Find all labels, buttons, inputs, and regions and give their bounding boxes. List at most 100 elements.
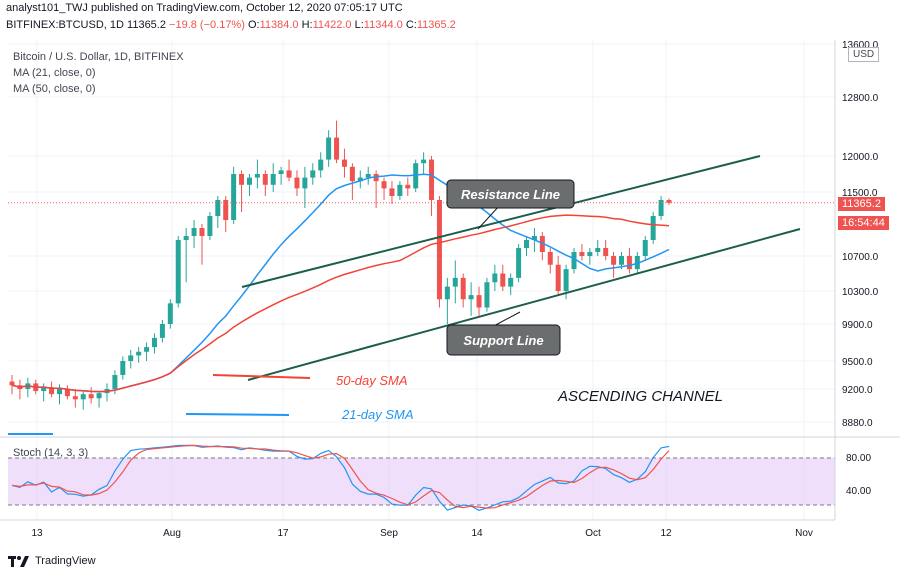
candle-body xyxy=(642,240,648,256)
price-tick-label: 13600.0 xyxy=(842,40,879,51)
high-label: H: xyxy=(301,19,313,31)
time-tick-label: Oct xyxy=(585,528,601,539)
candle-body xyxy=(286,170,292,178)
currency-badge[interactable]: USD xyxy=(848,47,880,62)
candle-body xyxy=(658,200,664,216)
candle-body xyxy=(500,273,506,287)
sma21-label: 21-day SMA xyxy=(341,407,414,422)
time-tick-label: Nov xyxy=(795,528,813,539)
resistance-callout-box xyxy=(446,179,575,209)
price-tick-label: 10700.0 xyxy=(842,252,879,263)
resistance-line xyxy=(241,155,761,288)
time-tick-label: 12 xyxy=(660,528,672,539)
candle-body xyxy=(341,159,347,167)
candle-body xyxy=(476,295,482,308)
last-price: 11365.2 xyxy=(127,19,166,31)
candle-body xyxy=(650,216,656,240)
candle-body xyxy=(531,236,537,240)
brand[interactable]: TradingView xyxy=(8,554,96,568)
stoch-legend[interactable]: Stoch (14, 3, 3) xyxy=(13,447,89,459)
candle-body xyxy=(151,337,157,348)
candle-body xyxy=(191,228,197,236)
close-value: 11365.2 xyxy=(416,19,456,31)
candle-body xyxy=(64,389,70,397)
candle-body xyxy=(239,174,245,185)
candle-body xyxy=(595,248,601,252)
candle-body xyxy=(508,277,514,287)
candle-body xyxy=(634,256,640,270)
price-tick-label: 11500.0 xyxy=(842,188,878,199)
price-tick-label: 9500.0 xyxy=(842,357,873,368)
candle-body xyxy=(555,264,561,291)
publish-line: analyst101_TWJ published on TradingView.… xyxy=(6,2,403,14)
low-value: 11344.0 xyxy=(363,19,403,31)
candle-body xyxy=(49,387,55,395)
instrument-label: Bitcoin / U.S. Dollar, 1D, BITFINEX xyxy=(13,51,184,63)
candle-body xyxy=(246,177,252,185)
candle-body xyxy=(207,216,213,236)
sma50-label: 50-day SMA xyxy=(336,373,408,388)
candle-body xyxy=(199,228,205,236)
candle-body xyxy=(349,166,355,182)
candle-body xyxy=(444,286,450,300)
ma50-line xyxy=(11,214,670,393)
resistance-callout-text: Resistance Line xyxy=(461,187,560,202)
candle-body xyxy=(666,200,672,203)
candle-body xyxy=(72,396,78,400)
candle-body xyxy=(373,174,379,182)
candle-body xyxy=(144,347,150,352)
candle-body xyxy=(579,252,585,256)
candle-body xyxy=(112,375,118,389)
price-tick-label: 12000.0 xyxy=(842,152,879,163)
candle-body xyxy=(302,177,308,189)
brand-name: TradingView xyxy=(35,555,96,567)
stoch-d-line xyxy=(11,444,670,509)
stoch-tick-label: 40.00 xyxy=(846,486,871,497)
candle-body xyxy=(175,240,181,304)
candle-body xyxy=(80,394,86,400)
candle-body xyxy=(96,393,102,399)
candle-body xyxy=(436,200,442,300)
candle-body xyxy=(215,200,221,216)
candle-body xyxy=(397,184,403,196)
time-tick-label: 14 xyxy=(471,528,483,539)
candle-body xyxy=(603,248,609,256)
symbol-line: BITFINEX:BTCUSD, 1D 11365.2 −19.8 (−0.17… xyxy=(6,19,456,31)
open-label: O: xyxy=(247,19,260,31)
candle-body xyxy=(262,174,268,185)
candle-body xyxy=(136,351,142,356)
candle-body xyxy=(365,174,371,178)
candle-body xyxy=(167,303,173,324)
ma50-legend[interactable]: MA (50, close, 0) xyxy=(13,83,96,95)
candle-body xyxy=(563,269,569,291)
candle-body xyxy=(452,277,458,287)
candle-body xyxy=(611,256,617,265)
support-callout-box xyxy=(446,324,561,356)
candle-body xyxy=(254,174,260,178)
candle-body xyxy=(571,252,577,270)
candle-body xyxy=(460,277,466,300)
candle-body xyxy=(413,163,419,189)
candle-body xyxy=(405,184,411,189)
symbol[interactable]: BITFINEX:BTCUSD, 1D xyxy=(6,19,124,31)
candle-body xyxy=(183,236,189,240)
candle-body xyxy=(516,248,522,278)
candle-body xyxy=(357,177,363,182)
candle-body xyxy=(318,159,324,171)
time-tick-label: Sep xyxy=(380,528,398,539)
low-label: L: xyxy=(354,19,364,31)
price-tick-label: 12800.0 xyxy=(842,93,879,104)
candle-body xyxy=(587,252,593,256)
candle-body xyxy=(381,181,387,189)
high-value: 11422.0 xyxy=(312,19,352,31)
support-line xyxy=(247,228,801,381)
candle-body xyxy=(231,174,237,220)
candle-body xyxy=(88,394,94,399)
price-tick-label: 9900.0 xyxy=(842,320,873,331)
candle-body xyxy=(310,170,316,178)
countdown-tag: 16:54:44 xyxy=(838,216,889,230)
price-tick-label: 10300.0 xyxy=(842,287,879,298)
candle-body xyxy=(524,240,530,248)
ma21-legend[interactable]: MA (21, close, 0) xyxy=(13,67,96,79)
